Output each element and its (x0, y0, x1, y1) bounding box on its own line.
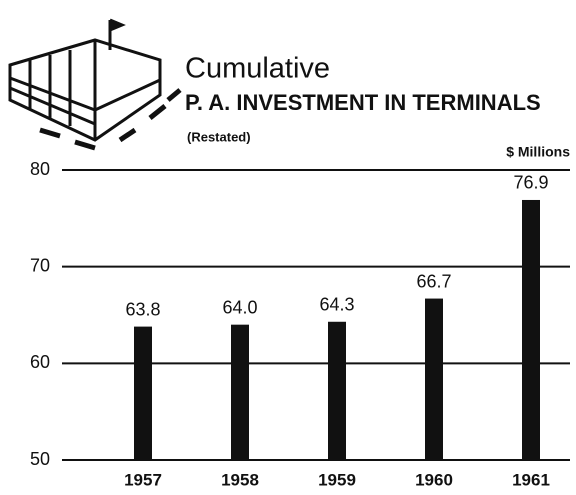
x-tick-label: 1959 (318, 470, 356, 489)
bar (425, 298, 443, 460)
value-label: 64.0 (222, 297, 257, 317)
value-label: 76.9 (513, 173, 548, 193)
y-tick-label: 70 (30, 255, 50, 275)
terminal-icon (8, 18, 182, 151)
bar (231, 324, 249, 460)
chart-note: (Restated) (187, 129, 251, 144)
bar (328, 321, 346, 460)
bar (134, 326, 152, 460)
value-label: 63.8 (125, 299, 160, 319)
x-tick-label: 1960 (415, 470, 453, 489)
chart-title: Cumulative (185, 53, 330, 85)
x-tick-label: 1957 (124, 470, 162, 489)
x-tick-label: 1961 (512, 470, 550, 489)
y-axis-label: $ Millions (506, 144, 570, 160)
y-tick-label: 80 (30, 159, 50, 179)
x-tick-label: 1958 (221, 470, 259, 489)
y-tick-label: 60 (30, 352, 50, 372)
y-tick-label: 50 (30, 449, 50, 469)
value-label: 64.3 (319, 295, 354, 315)
chart-subtitle: P. A. INVESTMENT IN TERMINALS (185, 90, 541, 115)
bar (522, 199, 540, 460)
value-label: 66.7 (416, 271, 451, 291)
